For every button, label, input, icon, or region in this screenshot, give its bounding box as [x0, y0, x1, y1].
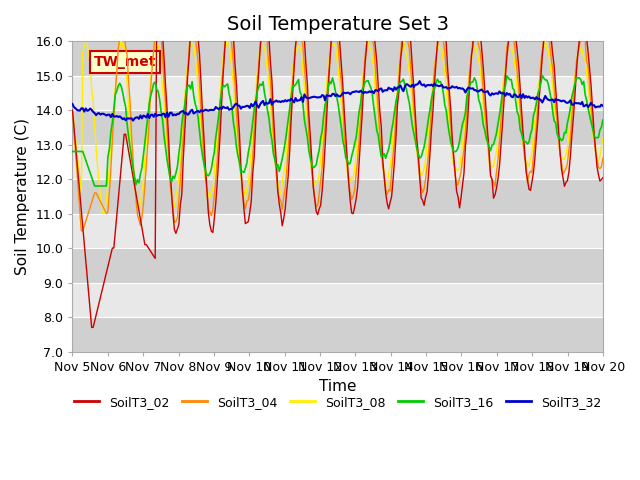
Y-axis label: Soil Temperature (C): Soil Temperature (C): [15, 118, 30, 275]
Title: Soil Temperature Set 3: Soil Temperature Set 3: [227, 15, 449, 34]
Bar: [72, 110, 603, 144]
X-axis label: Time: Time: [319, 379, 356, 394]
Bar: [72, 144, 603, 179]
Bar: [72, 179, 603, 214]
Bar: [72, 214, 603, 248]
Bar: [72, 283, 603, 317]
Legend: SoilT3_02, SoilT3_04, SoilT3_08, SoilT3_16, SoilT3_32: SoilT3_02, SoilT3_04, SoilT3_08, SoilT3_…: [69, 391, 606, 414]
Bar: [72, 76, 603, 110]
Bar: [72, 317, 603, 351]
Bar: [72, 41, 603, 76]
Bar: [72, 248, 603, 283]
Text: TW_met: TW_met: [93, 55, 156, 69]
